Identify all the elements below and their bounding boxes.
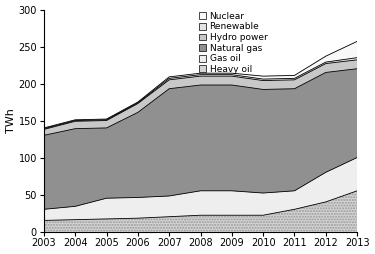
Y-axis label: TWh: TWh <box>6 108 15 133</box>
Legend: Nuclear, Renewable, Hydro power, Natural gas, Gas oil, Heavy oil: Nuclear, Renewable, Hydro power, Natural… <box>199 12 267 74</box>
